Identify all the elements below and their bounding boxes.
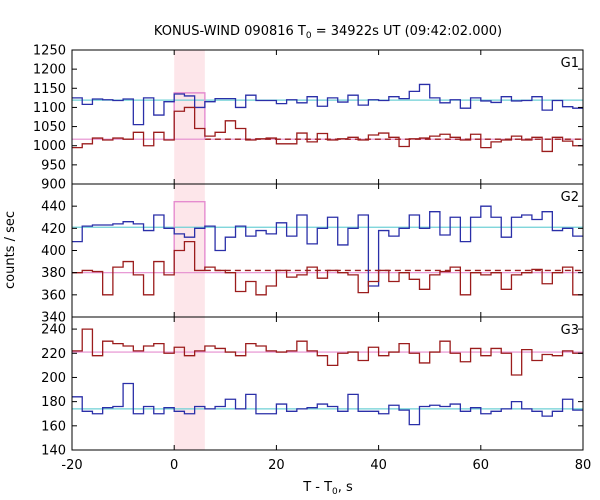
y-tick-label: 1200 [33, 63, 66, 78]
y-tick-label: 950 [41, 158, 66, 173]
y-tick-label: 140 [41, 444, 66, 459]
x-tick-label: 0 [170, 458, 178, 473]
y-tick-label: 340 [41, 311, 66, 326]
y-tick-label: 900 [41, 178, 66, 193]
x-axis-label: T - T0, s [302, 480, 353, 497]
y-tick-label: 220 [41, 347, 66, 362]
source-interval-highlight [174, 50, 205, 184]
panel-label: G1 [561, 56, 579, 71]
x-tick-label: 40 [370, 458, 387, 473]
y-tick-label: 200 [41, 371, 66, 386]
series-blue-g2 [72, 205, 583, 287]
y-tick-label: 1150 [33, 82, 66, 97]
y-tick-label: 420 [41, 222, 66, 237]
panel-frame [71, 49, 584, 185]
series-red-g1 [72, 106, 583, 153]
x-tick-label: 60 [473, 458, 490, 473]
panel-label: G3 [561, 323, 579, 338]
series-blue-g3 [72, 382, 583, 426]
y-tick-label: 180 [41, 395, 66, 410]
x-tick-label: 20 [268, 458, 285, 473]
panel-g2: 340 360 380 400 420 440 G2 [41, 183, 584, 326]
y-tick-label: 380 [41, 266, 66, 281]
y-tick-label: 160 [41, 419, 66, 434]
y-tick-label: 240 [41, 323, 66, 338]
panel-frame [71, 183, 584, 318]
panel-label: G2 [561, 190, 579, 205]
series-red-g3 [72, 328, 583, 376]
y-tick-label: 1050 [33, 120, 66, 135]
plot-panels: 900 950 1000 1050 1100 1150 1200 1250 G1 340 360 38… [33, 44, 591, 474]
y-tick-label: 1250 [33, 44, 66, 59]
panel-g3: 140 160 180 200 220 240 G3 [41, 316, 584, 459]
y-tick-label: 1100 [33, 101, 66, 116]
y-tick-label: 440 [41, 200, 66, 215]
panel-g1: 900 950 1000 1050 1100 1150 1200 1250 G1 [33, 44, 584, 193]
panel-frame [71, 316, 584, 451]
series-blue-g1 [72, 83, 583, 126]
source-interval-step [173, 201, 206, 271]
series-red-g2 [72, 240, 583, 296]
x-tick-label: -20 [61, 458, 82, 473]
y-tick-label: 360 [41, 288, 66, 303]
x-tick-label: 80 [575, 458, 592, 473]
y-axis-label: counts / sec [3, 211, 18, 289]
y-tick-label: 400 [41, 244, 66, 259]
chart-title: KONUS-WIND 090816 T0 = 34922s UT (09:42:… [154, 24, 502, 41]
y-tick-label: 1000 [33, 139, 66, 154]
source-interval-highlight [174, 317, 205, 450]
